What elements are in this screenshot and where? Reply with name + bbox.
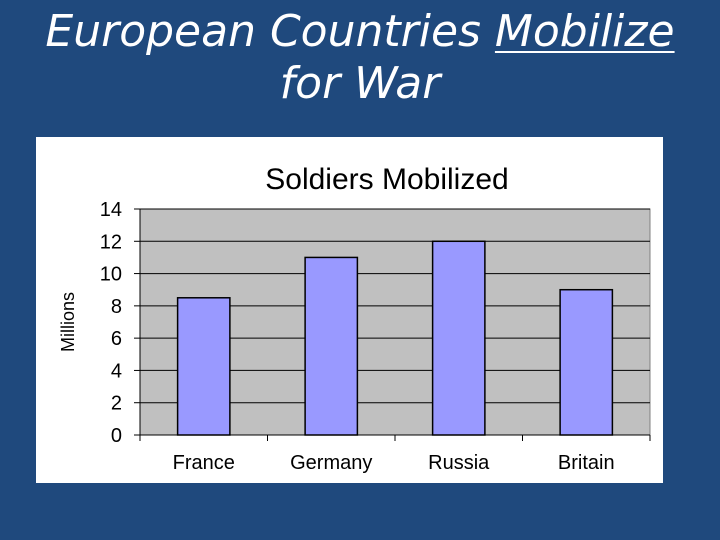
chart-frame: Soldiers Mobilized 0 2 4 6 8 10 12 14 Millions Fra… (36, 137, 663, 483)
bar-britain (559, 288, 614, 436)
y-tick-label: 14 (100, 199, 122, 221)
x-tick-label: Britain (558, 452, 615, 474)
bar-chart: Soldiers Mobilized 0 2 4 6 8 10 12 14 Millions Fra… (58, 163, 651, 474)
y-tick-label: 12 (100, 231, 122, 253)
slide-title-text: European Countries (45, 6, 495, 57)
y-tick-label: 4 (111, 360, 122, 382)
slide-title-line-1: European Countries Mobilize (0, 6, 720, 58)
y-tick-label: 10 (100, 264, 122, 286)
y-tick-label: 8 (111, 296, 122, 318)
slide-title-line-2: for War (279, 58, 441, 109)
x-tick-label: Germany (290, 452, 372, 474)
bar-france (176, 297, 231, 436)
y-tick-label: 2 (111, 393, 122, 415)
x-tick-label: Russia (428, 452, 490, 474)
y-tick-label: 6 (111, 328, 122, 350)
bar-germany (304, 256, 359, 436)
slide-title-underlined-word: Mobilize (494, 6, 675, 57)
y-axis-label: Millions (58, 292, 78, 352)
y-tick-label: 0 (111, 425, 122, 447)
slide-title: European Countries Mobilize for War (0, 6, 720, 110)
bar-russia (431, 240, 486, 436)
x-tick-label: France (173, 452, 235, 474)
chart-title: Soldiers Mobilized (265, 163, 508, 196)
